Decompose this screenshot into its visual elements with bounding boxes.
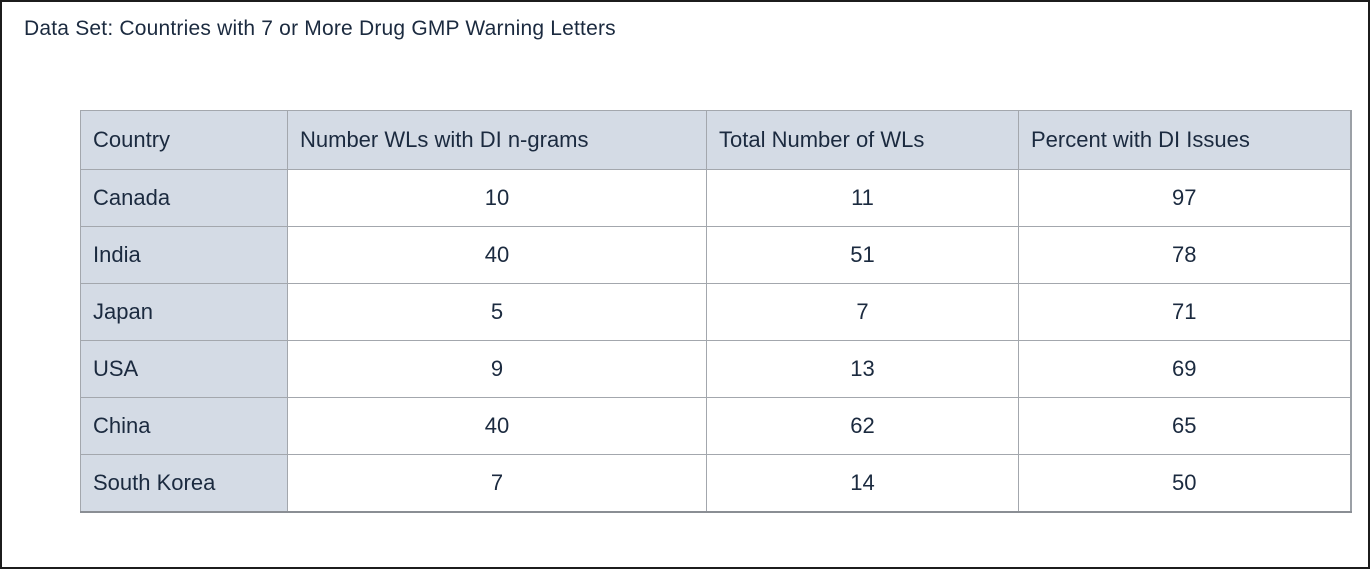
- wls-with-di-cell: 9: [287, 340, 707, 398]
- total-wls-cell: 62: [706, 397, 1019, 455]
- country-cell: USA: [80, 340, 288, 398]
- column-header-percent-di: Percent with DI Issues: [1018, 110, 1351, 170]
- total-wls-cell: 51: [706, 226, 1019, 284]
- table-row: Japan 5 7 71: [80, 283, 1351, 341]
- table-row: India 40 51 78: [80, 226, 1351, 284]
- wls-with-di-cell: 5: [287, 283, 707, 341]
- country-cell: Canada: [80, 169, 288, 227]
- country-cell: South Korea: [80, 454, 288, 512]
- percent-di-cell: 97: [1018, 169, 1351, 227]
- percent-di-cell: 71: [1018, 283, 1351, 341]
- wls-with-di-cell: 7: [287, 454, 707, 512]
- total-wls-cell: 14: [706, 454, 1019, 512]
- total-wls-cell: 7: [706, 283, 1019, 341]
- wls-with-di-cell: 40: [287, 397, 707, 455]
- column-header-total-wls: Total Number of WLs: [706, 110, 1019, 170]
- table-row: Canada 10 11 97: [80, 169, 1351, 227]
- percent-di-cell: 50: [1018, 454, 1351, 512]
- percent-di-cell: 78: [1018, 226, 1351, 284]
- total-wls-cell: 11: [706, 169, 1019, 227]
- header-row: Country Number WLs with DI n-grams Total…: [80, 110, 1351, 170]
- country-cell: China: [80, 397, 288, 455]
- table-row: USA 9 13 69: [80, 340, 1351, 398]
- table-row: China 40 62 65: [80, 397, 1351, 455]
- wls-with-di-cell: 40: [287, 226, 707, 284]
- column-header-country: Country: [80, 110, 288, 170]
- table-header: Country Number WLs with DI n-grams Total…: [80, 110, 1351, 170]
- wls-with-di-cell: 10: [287, 169, 707, 227]
- country-cell: India: [80, 226, 288, 284]
- country-cell: Japan: [80, 283, 288, 341]
- percent-di-cell: 69: [1018, 340, 1351, 398]
- page-title: Data Set: Countries with 7 or More Drug …: [24, 17, 616, 40]
- countries-warning-letters-table: Country Number WLs with DI n-grams Total…: [80, 110, 1352, 513]
- total-wls-cell: 13: [706, 340, 1019, 398]
- table-body: Canada 10 11 97 India 40 51 78 Japan 5 7…: [80, 169, 1351, 512]
- percent-di-cell: 65: [1018, 397, 1351, 455]
- table-row: South Korea 7 14 50: [80, 454, 1351, 512]
- column-header-wls-with-di: Number WLs with DI n-grams: [287, 110, 707, 170]
